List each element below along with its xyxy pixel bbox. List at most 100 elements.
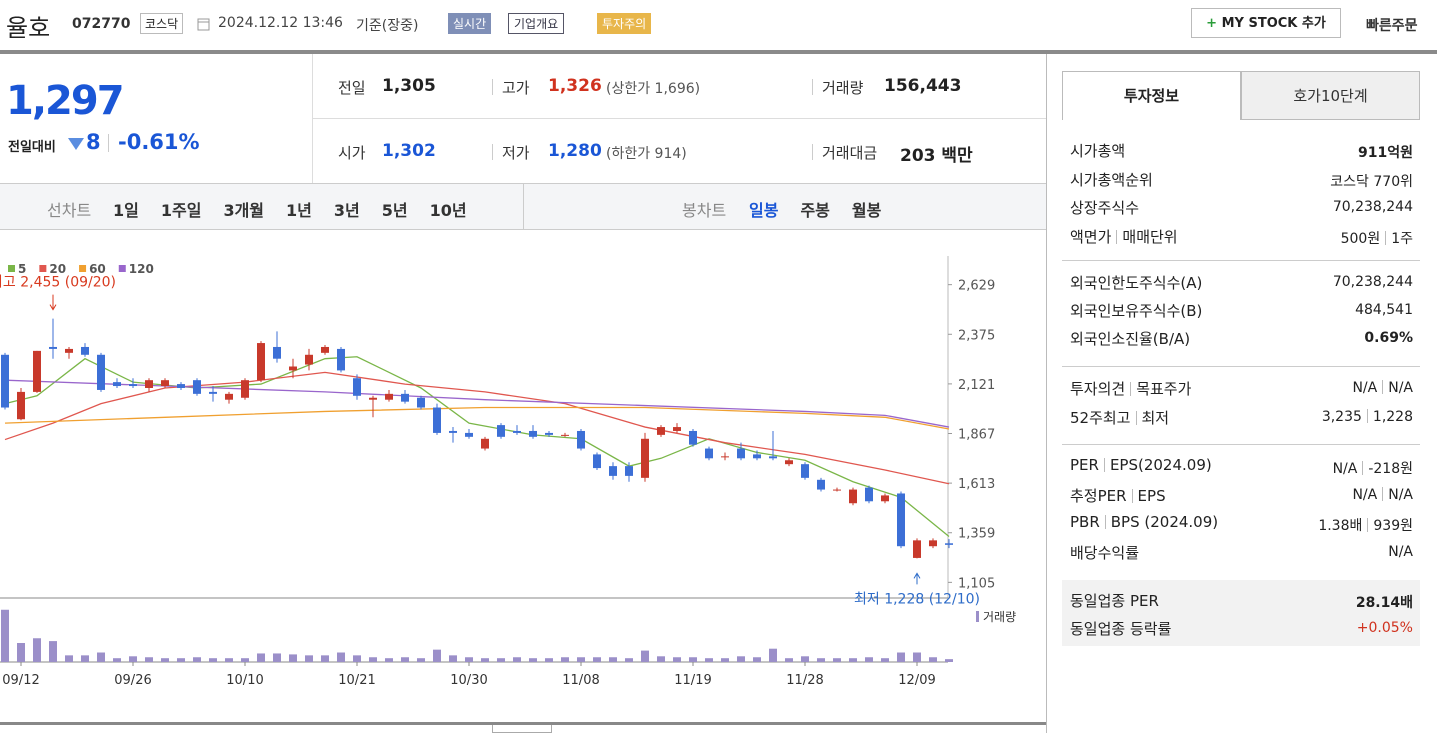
label-text: 동일업종 등락률 bbox=[1070, 620, 1172, 638]
candle-body bbox=[81, 346, 89, 355]
info-tab[interactable]: 투자정보 bbox=[1062, 71, 1241, 120]
quote-extra: (상한가 1,696) bbox=[606, 81, 701, 97]
quick-order[interactable]: 빠른주문 bbox=[1366, 18, 1418, 34]
annotation: 최고 2,455 (09/20) bbox=[0, 275, 116, 291]
volume-bar bbox=[97, 652, 105, 662]
mystock-button[interactable]: + MY STOCK 추가 bbox=[1191, 8, 1341, 38]
divider bbox=[1062, 366, 1420, 367]
value-text: 484,541 bbox=[1355, 302, 1413, 318]
value-text: 911억원 bbox=[1358, 145, 1413, 161]
period-tab[interactable]: 5년 bbox=[381, 201, 408, 220]
info-label: 시가총액 bbox=[1070, 140, 1125, 161]
legend-label: 60 bbox=[89, 262, 106, 276]
info-tab[interactable]: 호가10단계 bbox=[1241, 71, 1420, 120]
label-text: EPS(2024.09) bbox=[1109, 456, 1212, 474]
y-tick-label: 2,629 bbox=[958, 279, 995, 294]
value-text: N/A bbox=[1388, 543, 1413, 560]
period-tab[interactable]: 주봉 bbox=[800, 201, 830, 220]
info-value: N/A bbox=[1388, 544, 1413, 560]
volume-bar bbox=[929, 657, 937, 662]
candle-body bbox=[641, 438, 649, 478]
candle-body bbox=[545, 432, 553, 435]
volume-bar bbox=[881, 658, 889, 662]
market: 코스닥 bbox=[140, 13, 184, 34]
period-tab[interactable]: 1일 bbox=[113, 201, 139, 220]
info-label: 배당수익률 bbox=[1070, 542, 1139, 563]
label-text: 52주최고 bbox=[1070, 408, 1131, 427]
candle-body bbox=[129, 384, 137, 387]
volume-bar bbox=[721, 658, 729, 662]
candle-body bbox=[513, 430, 521, 433]
volume-bar bbox=[113, 658, 121, 662]
period-tab[interactable]: 3개월 bbox=[223, 201, 265, 220]
volume-bar bbox=[449, 655, 457, 662]
value-text: N/A bbox=[1352, 380, 1378, 396]
divider bbox=[523, 184, 524, 229]
separator bbox=[1385, 230, 1387, 245]
badge[interactable]: 실시간 bbox=[448, 13, 492, 34]
value-text: N/A bbox=[1352, 486, 1378, 503]
calendar-icon bbox=[197, 18, 210, 31]
datetime: 2024.12.12 13:46 bbox=[218, 15, 343, 31]
x-tick-label: 11/28 bbox=[786, 673, 823, 688]
separator bbox=[1382, 486, 1384, 501]
y-tick-label: 1,613 bbox=[958, 477, 995, 492]
volume-bar bbox=[609, 657, 617, 662]
volume-bar bbox=[945, 659, 953, 662]
volume-bar bbox=[561, 657, 569, 662]
candle-body bbox=[913, 540, 921, 558]
divider bbox=[1046, 54, 1047, 733]
label-text: EPS bbox=[1137, 486, 1166, 505]
separator bbox=[1116, 229, 1118, 244]
info-label: 외국인소진율(B/A) bbox=[1070, 328, 1190, 349]
value-text: 28.14배 bbox=[1355, 595, 1413, 611]
volume-bar bbox=[481, 658, 489, 662]
volume-bar bbox=[241, 658, 249, 662]
x-tick-label: 11/19 bbox=[674, 673, 711, 688]
badge[interactable]: 기업개요 bbox=[508, 13, 565, 34]
candle-body bbox=[385, 393, 393, 400]
candle-body bbox=[529, 430, 537, 437]
candle-body bbox=[193, 380, 201, 394]
period-tab[interactable]: 일봉 bbox=[749, 201, 779, 220]
label-text: 매매단위 bbox=[1122, 227, 1178, 246]
info-value: 0.69% bbox=[1364, 330, 1413, 346]
info-value: 28.14배 bbox=[1356, 592, 1413, 612]
period-tab[interactable]: 1년 bbox=[286, 201, 312, 220]
quote-label: 전일 bbox=[338, 79, 366, 97]
volume-swatch bbox=[976, 611, 979, 622]
candle-body bbox=[593, 454, 601, 469]
value-text: 70,238,244 bbox=[1332, 199, 1413, 215]
legend-label: 5 bbox=[18, 262, 26, 276]
period-tab[interactable]: 10년 bbox=[429, 201, 467, 220]
volume-bar bbox=[785, 658, 793, 662]
y-tick-label: 1,867 bbox=[958, 428, 995, 443]
x-tick-label: 09/12 bbox=[2, 673, 39, 688]
annotation-arrow-head bbox=[49, 304, 57, 311]
candle-body bbox=[737, 448, 745, 459]
value-text: N/A bbox=[1388, 486, 1413, 503]
info-label: PBR BPS (2024.09) bbox=[1070, 513, 1218, 531]
volume-bar bbox=[225, 658, 233, 662]
quote-label: 거래량 bbox=[822, 79, 864, 97]
candle-body bbox=[753, 454, 761, 459]
info-value: 70,238,244 bbox=[1333, 199, 1413, 215]
resize-handle[interactable] bbox=[492, 725, 552, 733]
period-tab[interactable]: 1주일 bbox=[160, 201, 202, 220]
period-tab[interactable]: 3년 bbox=[333, 201, 360, 220]
label-text: 배당수익률 bbox=[1070, 543, 1140, 562]
quote-label: 고가 bbox=[502, 79, 530, 97]
info-value: 코스닥 770위 bbox=[1330, 171, 1413, 191]
legend-label: 20 bbox=[49, 262, 66, 276]
period-tab[interactable]: 월봉 bbox=[851, 201, 882, 220]
volume-bar bbox=[305, 655, 313, 662]
volume-bar bbox=[161, 658, 169, 662]
change-label: 전일대비 bbox=[8, 140, 56, 155]
value-text: 1주 bbox=[1391, 230, 1413, 247]
label-text: 시가총액 bbox=[1070, 142, 1126, 160]
info-value: 911억원 bbox=[1358, 142, 1413, 162]
button-label: MY STOCK 추가 bbox=[1221, 16, 1326, 31]
label-text: BPS (2024.09) bbox=[1110, 513, 1219, 531]
value-text: 코스닥 770위 bbox=[1330, 173, 1413, 190]
volume-bar bbox=[849, 658, 857, 662]
